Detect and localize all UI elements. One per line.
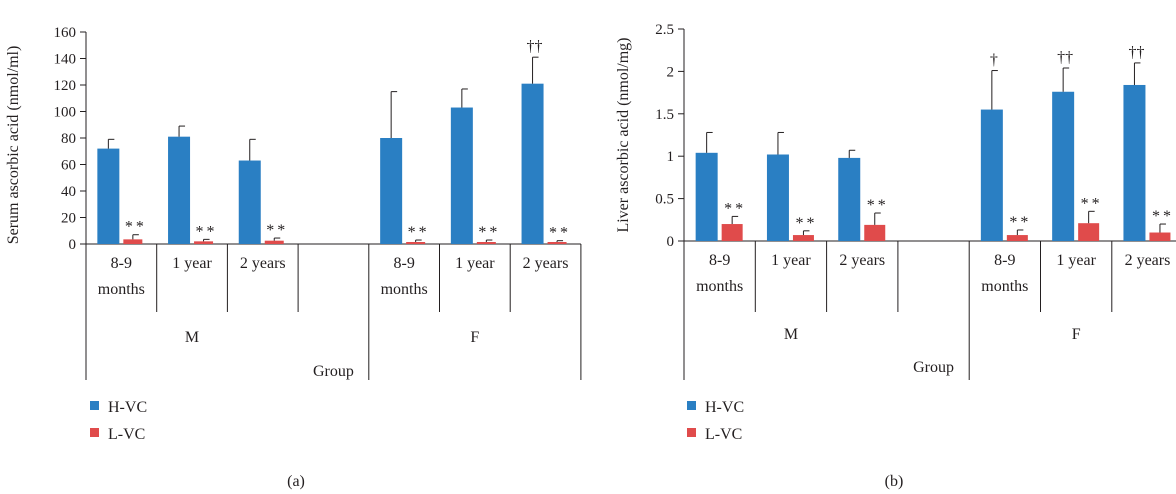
y-tick-label: 40 — [61, 184, 76, 200]
bar-hvc — [695, 152, 718, 241]
category-label: 8-9 — [393, 255, 414, 272]
y-tick-label: 100 — [54, 105, 77, 121]
legend-label-lvc: L-VC — [108, 426, 145, 443]
y-tick-label: 20 — [61, 211, 76, 227]
category-label: 2 years — [523, 255, 569, 272]
bar-hvc — [450, 107, 473, 245]
bar-lvc — [1006, 235, 1028, 241]
y-axis-label: Serum ascorbic acid (nmol/ml) — [5, 46, 22, 245]
bar-lvc — [406, 242, 426, 244]
category-label: 2 years — [1125, 252, 1171, 269]
bar-hvc — [1052, 91, 1075, 241]
annotation-dagger: †† — [1128, 44, 1144, 61]
bar-hvc — [521, 83, 544, 244]
category-label: 1 year — [771, 252, 811, 269]
bar-hvc — [168, 136, 191, 244]
category-label: 8-9 — [111, 255, 132, 272]
panel-label: (a) — [287, 473, 305, 490]
category-label: months — [381, 281, 428, 298]
y-tick-label: 60 — [61, 158, 76, 174]
x-axis-label: Group — [313, 363, 354, 380]
y-tick-label: 80 — [61, 131, 76, 147]
bar-hvc — [238, 160, 261, 244]
chart-panel-1: 0 20 40 60 80 100 120 140 160 Serum ascorbic acid… — [5, 25, 582, 490]
annotation-asterisks: ** — [795, 215, 817, 232]
bar-lvc — [1078, 223, 1100, 241]
y-tick-label: 1.5 — [655, 107, 674, 123]
bar-lvc — [721, 224, 743, 241]
bar-lvc — [864, 224, 886, 241]
legend: H-VC L-VC — [90, 399, 147, 443]
annotation-asterisks: ** — [478, 224, 500, 241]
category-label: 1 year — [172, 255, 212, 272]
legend: H-VC L-VC — [687, 399, 744, 443]
annotation-asterisks: ** — [408, 224, 430, 241]
bar-hvc — [766, 154, 789, 241]
bar-lvc — [1149, 232, 1171, 241]
bar-lvc — [476, 242, 496, 244]
category-label: 8-9 — [994, 252, 1015, 269]
annotation-asterisks: ** — [724, 200, 746, 217]
group-label: M — [784, 326, 798, 343]
y-tick-label: 140 — [54, 52, 77, 68]
category-label: 1 year — [1056, 252, 1096, 269]
annotation-asterisks: ** — [1081, 195, 1103, 212]
bar-lvc — [123, 239, 143, 244]
bar-hvc — [1123, 84, 1146, 241]
bar-lvc — [547, 242, 567, 244]
group-label: M — [185, 329, 199, 346]
y-tick-label: 0.5 — [655, 192, 674, 208]
panel-label: (b) — [885, 473, 904, 490]
category-label: months — [981, 278, 1028, 295]
annotation-asterisks: ** — [1009, 214, 1031, 231]
y-tick-label: 2 — [667, 64, 675, 80]
chart-panel-2: 0 0.5 1 1.5 2 2.5 Liver ascorbic acid (nmol/mg… — [615, 22, 1176, 490]
y-tick-label: 160 — [54, 25, 77, 41]
annotation-dagger: † — [990, 52, 998, 69]
y-tick-label: 0 — [69, 237, 77, 253]
category-label: 2 years — [839, 252, 885, 269]
annotation-asterisks: ** — [266, 222, 288, 239]
annotation-asterisks: ** — [196, 223, 218, 240]
legend-swatch-lvc — [687, 428, 696, 437]
bar-hvc — [97, 148, 120, 244]
y-tick-label: 1 — [667, 149, 675, 165]
category-label: 2 years — [240, 255, 286, 272]
legend-swatch-lvc — [90, 428, 99, 437]
y-tick-label: 2.5 — [655, 22, 674, 38]
legend-label-lvc: L-VC — [705, 426, 742, 443]
y-tick-label: 0 — [667, 234, 675, 250]
group-label: F — [1072, 326, 1081, 343]
bar-hvc — [380, 138, 403, 244]
annotation-asterisks: ** — [125, 219, 147, 236]
category-label: months — [696, 278, 743, 295]
legend-swatch-hvc — [687, 401, 696, 410]
y-tick-label: 120 — [54, 78, 77, 94]
annotation-asterisks: ** — [1152, 208, 1174, 225]
annotation-asterisks: ** — [549, 225, 571, 242]
category-label: months — [98, 281, 145, 298]
legend-label-hvc: H-VC — [705, 399, 744, 416]
annotation-dagger: †† — [527, 38, 543, 55]
annotation-dagger: †† — [1057, 49, 1073, 66]
y-axis-label: Liver ascorbic acid (nmol/mg) — [615, 37, 632, 232]
annotation-asterisks: ** — [867, 197, 889, 214]
group-label: F — [470, 329, 479, 346]
legend-label-hvc: H-VC — [108, 399, 147, 416]
category-label: 8-9 — [709, 252, 730, 269]
bar-lvc — [194, 241, 214, 244]
bar-lvc — [792, 235, 814, 241]
bar-hvc — [838, 157, 861, 241]
x-axis-label: Group — [913, 359, 954, 376]
bar-hvc — [980, 109, 1003, 241]
bar-lvc — [264, 240, 284, 244]
legend-swatch-hvc — [90, 401, 99, 410]
category-label: 1 year — [455, 255, 495, 272]
